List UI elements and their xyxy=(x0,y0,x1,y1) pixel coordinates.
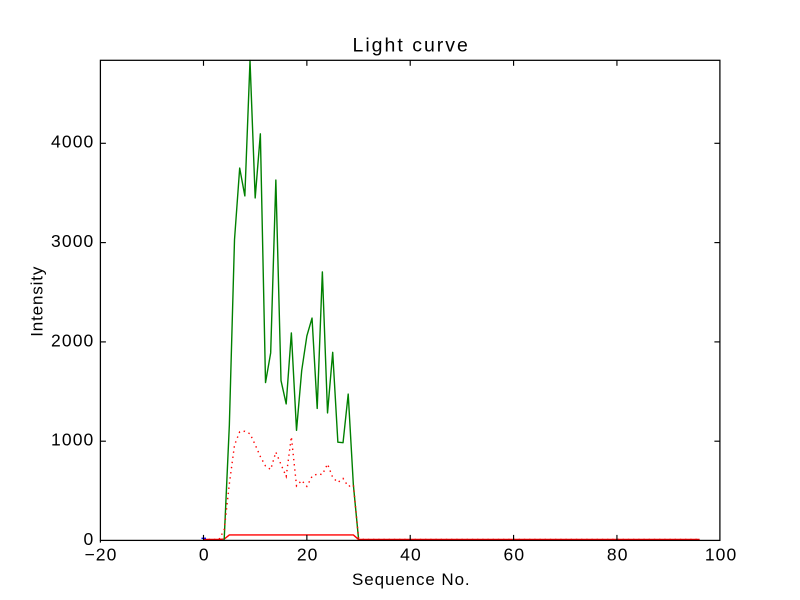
svg-text:2000: 2000 xyxy=(51,330,94,350)
svg-text:Intensity: Intensity xyxy=(28,266,47,337)
svg-text:−20: −20 xyxy=(84,544,117,564)
svg-text:80: 80 xyxy=(607,544,629,564)
svg-text:20: 20 xyxy=(297,544,319,564)
svg-text:1000: 1000 xyxy=(51,430,94,450)
svg-text:100: 100 xyxy=(705,544,738,564)
svg-text:0: 0 xyxy=(84,529,95,549)
svg-text:Light curve: Light curve xyxy=(353,35,470,57)
svg-text:40: 40 xyxy=(400,544,422,564)
svg-text:0: 0 xyxy=(199,544,210,564)
svg-text:3000: 3000 xyxy=(51,231,94,251)
svg-text:60: 60 xyxy=(504,544,526,564)
svg-text:Sequence No.: Sequence No. xyxy=(352,570,471,589)
svg-text:4000: 4000 xyxy=(51,132,94,152)
